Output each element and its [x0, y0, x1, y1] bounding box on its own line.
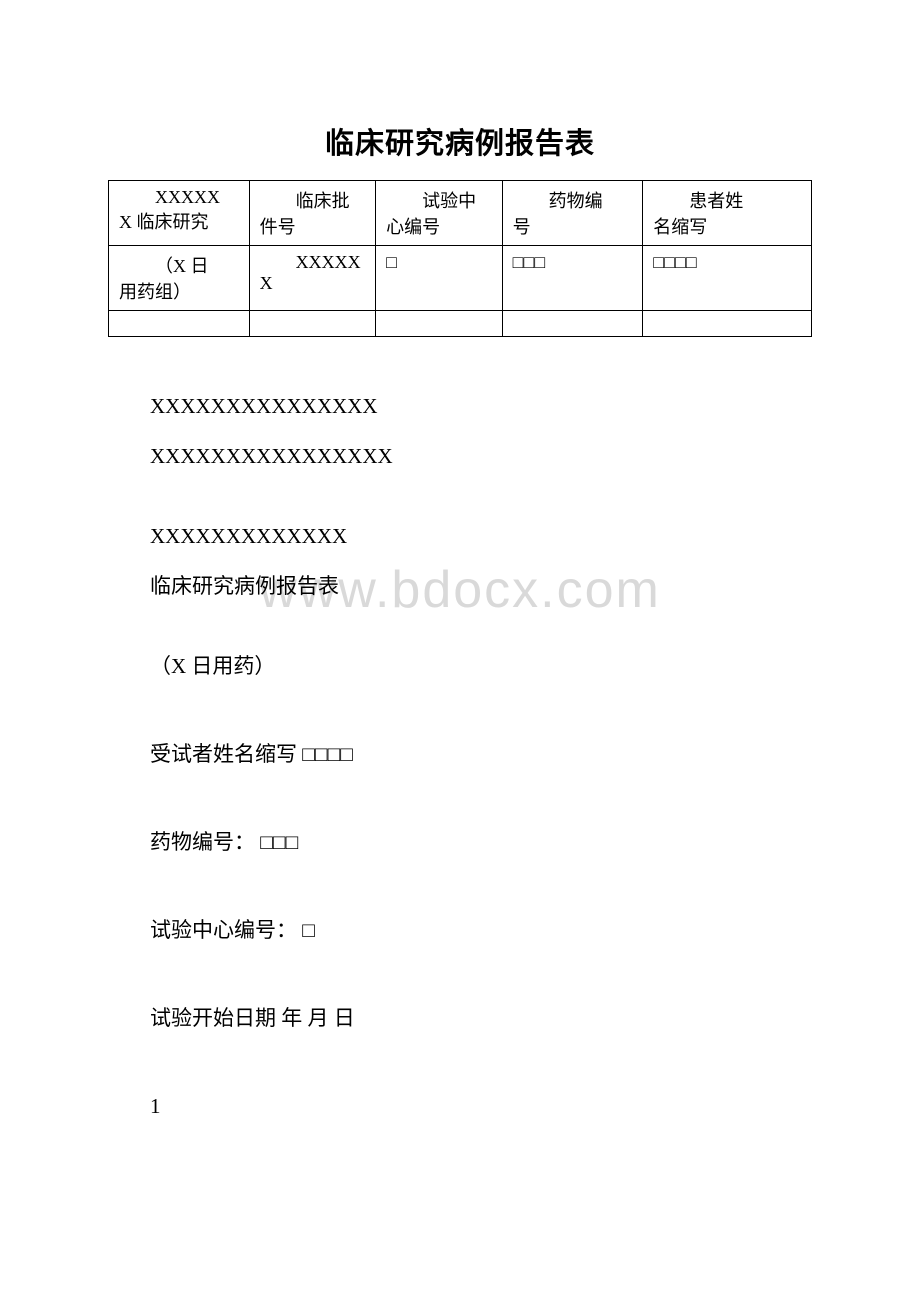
page-title: 临床研究病例报告表: [108, 120, 812, 162]
cell-text: □: [386, 252, 397, 272]
body-line: XXXXXXXXXXXXX: [150, 515, 812, 557]
cell-empty: [376, 311, 503, 337]
body-content: XXXXXXXXXXXXXXX XXXXXXXXXXXXXXXX XXXXXXX…: [108, 385, 812, 1127]
cell-empty: [643, 311, 812, 337]
cell-text: 试验中: [422, 191, 476, 211]
spacer: [150, 615, 812, 645]
body-line: XXXXXXXXXXXXXXX: [150, 385, 812, 427]
cell-batch-label: 临床批 件号: [249, 181, 376, 246]
body-line: 受试者姓名缩写 □□□□: [150, 733, 812, 775]
spacer: [150, 783, 812, 821]
table-row: （X 日 用药组） XXXXX X □ □□□ □□□□: [109, 246, 812, 311]
body-line: （X 日用药）: [150, 645, 812, 687]
cell-text: □□□□: [653, 252, 697, 272]
body-line: 临床研究病例报告表: [150, 565, 812, 607]
cell-text: （X 日: [155, 256, 209, 276]
cell-batch-value: XXXXX X: [249, 246, 376, 311]
cell-empty: [502, 311, 643, 337]
cell-drug-value: □□□: [502, 246, 643, 311]
spacer: [150, 871, 812, 909]
cell-text: 患者姓: [689, 191, 743, 211]
cell-center-label: 试验中 心编号: [376, 181, 503, 246]
page-number: 1: [150, 1085, 812, 1127]
cell-text: 临床批: [296, 191, 350, 211]
spacer: [150, 959, 812, 997]
body-line: 试验开始日期 年 月 日: [150, 997, 812, 1039]
body-line: 试验中心编号： □: [150, 909, 812, 951]
cell-text: 件号: [260, 217, 296, 237]
cell-text: XXXXX: [155, 187, 220, 207]
document-content: 临床研究病例报告表 XXXXX X 临床研究 临床批 件号 试验中 心编号 药物…: [108, 120, 812, 1127]
cell-study-name: XXXXX X 临床研究: [109, 181, 250, 246]
cell-text: 用药组）: [119, 282, 191, 302]
cell-center-value: □: [376, 246, 503, 311]
body-line: XXXXXXXXXXXXXXXX: [150, 435, 812, 477]
spacer: [150, 695, 812, 733]
cell-drug-label: 药物编 号: [502, 181, 643, 246]
table-row: XXXXX X 临床研究 临床批 件号 试验中 心编号 药物编 号 患者姓 名缩…: [109, 181, 812, 246]
header-table: XXXXX X 临床研究 临床批 件号 试验中 心编号 药物编 号 患者姓 名缩…: [108, 180, 812, 337]
cell-text: 名缩写: [653, 217, 707, 237]
cell-group: （X 日 用药组）: [109, 246, 250, 311]
cell-text: X: [260, 273, 273, 293]
cell-text: 号: [513, 217, 531, 237]
cell-text: XXXXX: [296, 252, 361, 272]
cell-patient-value: □□□□: [643, 246, 812, 311]
cell-empty: [109, 311, 250, 337]
spacer: [150, 485, 812, 515]
cell-text: □□□: [513, 252, 546, 272]
spacer: [150, 1047, 812, 1085]
cell-text: 心编号: [386, 217, 440, 237]
cell-empty: [249, 311, 376, 337]
cell-patient-label: 患者姓 名缩写: [643, 181, 812, 246]
table-row: [109, 311, 812, 337]
body-line: 药物编号： □□□: [150, 821, 812, 863]
cell-text: 药物编: [549, 191, 603, 211]
cell-text: X 临床研究: [119, 212, 209, 232]
